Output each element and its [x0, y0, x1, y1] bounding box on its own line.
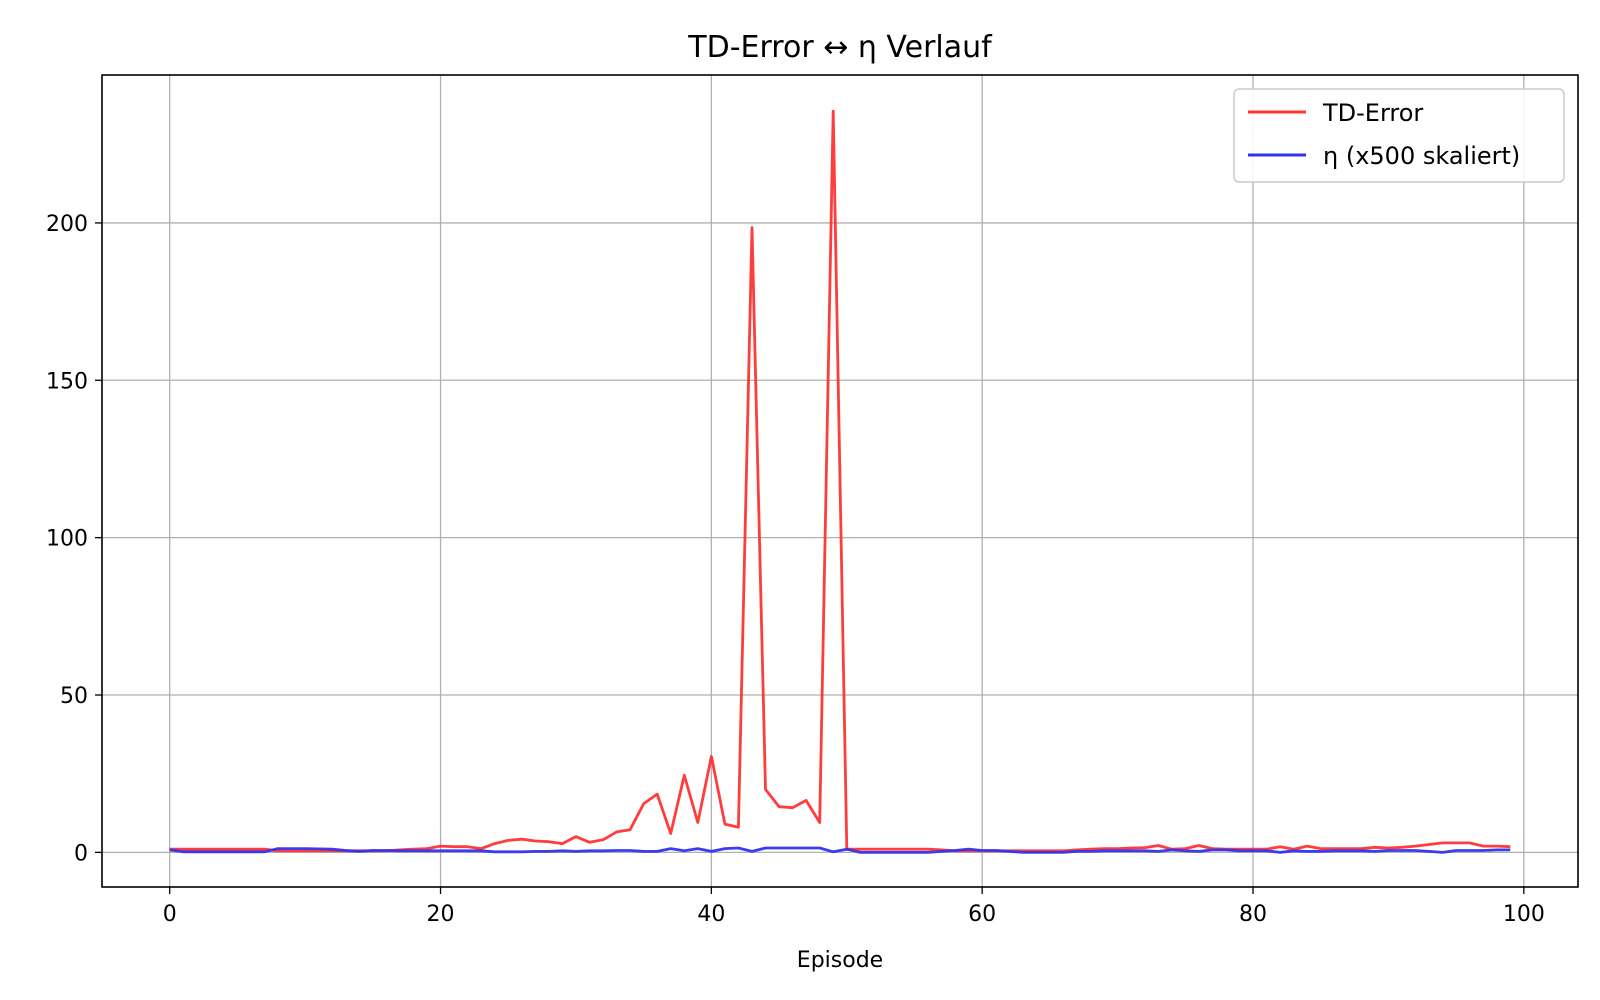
axis-layer: 0 20 40 60 80 100 0 50 100 150 200 [46, 212, 1545, 927]
grid-layer [102, 75, 1578, 887]
series-layer [169, 109, 1511, 854]
y-tick-label: 150 [46, 369, 88, 394]
y-tick-label: 0 [74, 841, 88, 866]
y-tick-label: 50 [60, 684, 88, 709]
x-tick-label: 40 [697, 902, 725, 927]
y-tick-label: 100 [46, 527, 88, 552]
x-tick-label: 100 [1503, 902, 1545, 927]
legend-box [1233, 88, 1565, 183]
x-axis-label: Episode [797, 948, 883, 973]
legend: TD-Error η (x500 skaliert) [1233, 88, 1565, 183]
chart-title: TD-Error ↔ η Verlauf [687, 30, 993, 65]
x-tick-label: 20 [427, 902, 455, 927]
x-tick-label: 0 [163, 902, 177, 927]
x-tick-label: 60 [968, 902, 996, 927]
legend-label-eta: η (x500 skaliert) [1323, 142, 1520, 170]
plot-frame [101, 74, 1579, 888]
legend-label-td-error: TD-Error [1322, 99, 1423, 127]
series-line-eta [169, 846, 1511, 854]
x-tick-label: 80 [1239, 902, 1267, 927]
y-tick-label: 200 [46, 212, 88, 237]
